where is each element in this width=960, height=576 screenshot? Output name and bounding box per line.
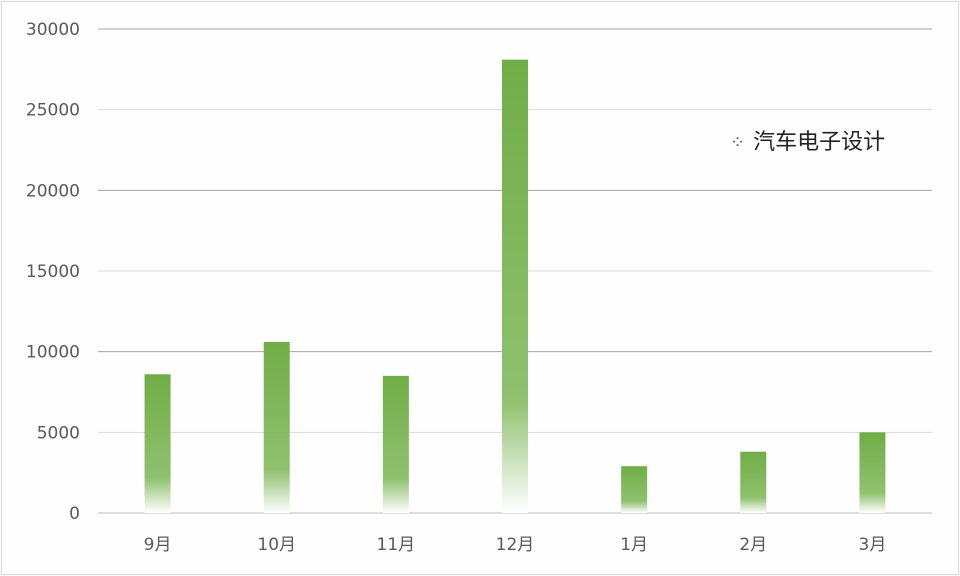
x-tick-label: 11月	[377, 535, 416, 555]
x-tick-label: 9月	[144, 535, 172, 555]
bar	[502, 59, 528, 514]
x-tick-label: 2月	[739, 535, 767, 555]
bar	[740, 451, 767, 513]
x-tick-label: 10月	[257, 535, 296, 555]
x-tick-label: 1月	[620, 535, 648, 555]
bar	[263, 341, 290, 513]
y-tick-label: 30000	[26, 20, 80, 40]
bar	[144, 374, 171, 513]
watermark: ⁘ 汽车电子设计	[730, 130, 885, 156]
bar	[621, 466, 648, 513]
y-tick-label: 25000	[26, 101, 80, 121]
watermark-text: 汽车电子设计	[753, 130, 886, 155]
wechat-icon: ⁘	[730, 132, 746, 153]
y-tick-label: 15000	[26, 262, 80, 282]
x-tick-label: 3月	[859, 535, 887, 555]
bar	[382, 375, 409, 513]
bar	[859, 432, 886, 513]
x-tick-label: 12月	[496, 535, 535, 555]
y-tick-label: 10000	[26, 343, 80, 363]
y-tick-label: 20000	[26, 181, 80, 201]
y-tick-label: 0	[69, 504, 80, 524]
y-tick-label: 5000	[37, 423, 80, 443]
